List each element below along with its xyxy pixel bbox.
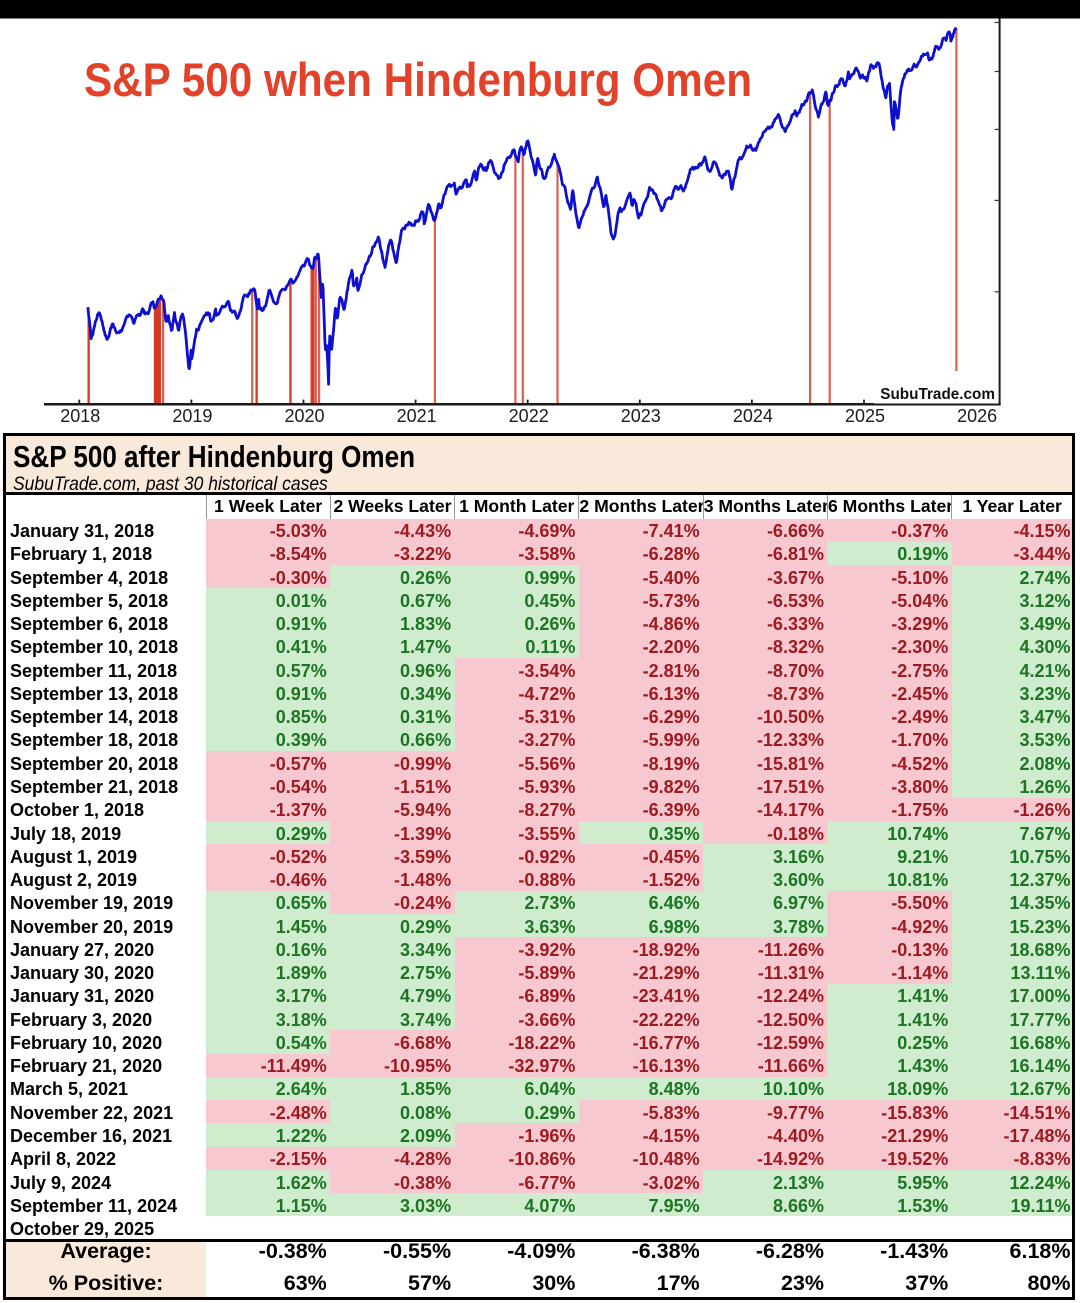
svg-text:SubuTrade.com: SubuTrade.com xyxy=(880,386,995,403)
svg-text:S&P 500 when Hindenburg Omen: S&P 500 when Hindenburg Omen xyxy=(84,53,752,106)
svg-text:2021: 2021 xyxy=(397,406,437,426)
svg-text:2018: 2018 xyxy=(60,406,100,426)
svg-text:2019: 2019 xyxy=(172,406,212,426)
svg-text:2022: 2022 xyxy=(509,406,549,426)
svg-text:2020: 2020 xyxy=(284,406,324,426)
svg-text:2024: 2024 xyxy=(733,406,773,426)
svg-text:2026: 2026 xyxy=(957,406,997,426)
svg-text:2023: 2023 xyxy=(621,406,661,426)
svg-text:2025: 2025 xyxy=(845,406,885,426)
